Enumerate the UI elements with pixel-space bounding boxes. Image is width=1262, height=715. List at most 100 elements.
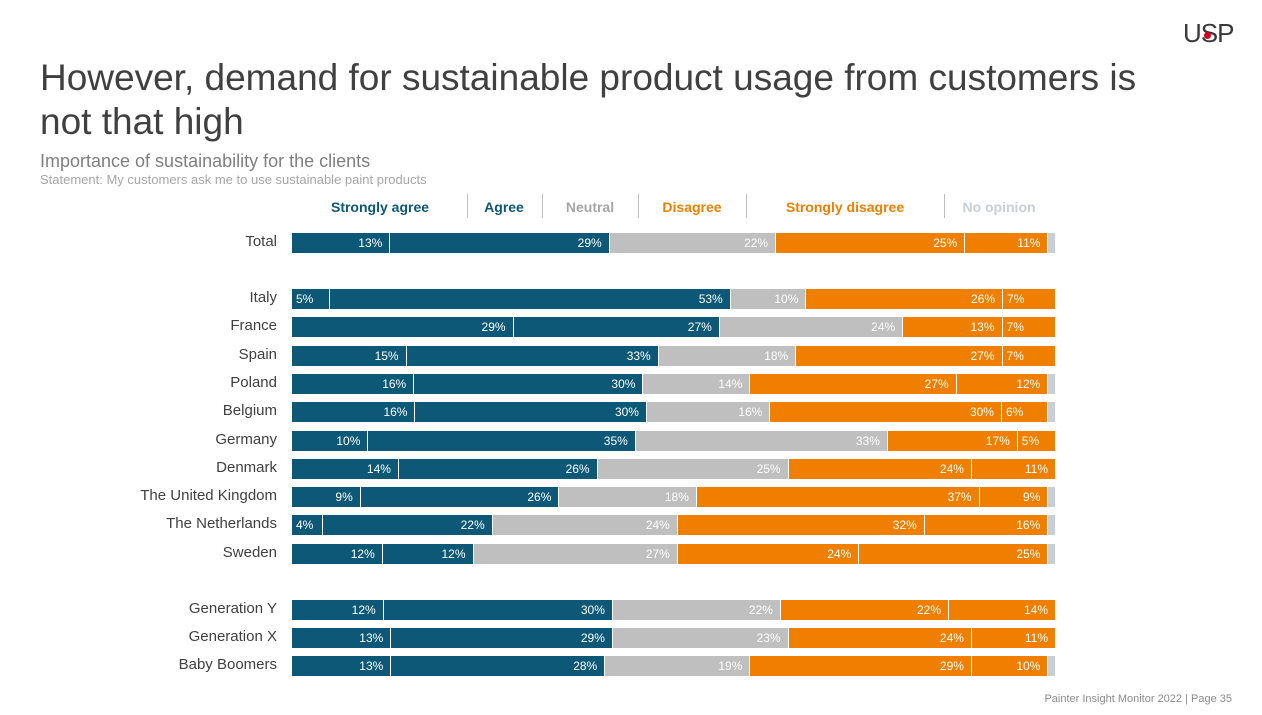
row-label: Generation X — [188, 628, 277, 645]
bar-segment-strongly-agree — [292, 374, 415, 394]
bar-segment-neutral — [597, 459, 789, 479]
bar-segment-disagree — [806, 289, 1004, 309]
bar-segment-no-opinion — [1048, 374, 1056, 394]
bar-segment-strongly-disagree — [1002, 346, 1056, 366]
data-label: 30% — [614, 405, 639, 419]
data-label: 5% — [1021, 434, 1040, 448]
data-label: 15% — [374, 349, 399, 363]
data-label: 24% — [871, 320, 896, 334]
bar-segment-disagree — [788, 459, 972, 479]
legend-separator — [467, 194, 468, 218]
data-label: 13% — [970, 320, 995, 334]
bar-segment-neutral — [646, 402, 771, 422]
row-label: The United Kingdom — [140, 487, 277, 504]
data-label: 25% — [756, 462, 781, 476]
page-footer: Painter Insight Monitor 2022 | Page 35 — [1044, 693, 1232, 705]
data-label: 24% — [827, 547, 852, 561]
data-label: 12% — [351, 603, 376, 617]
bar-segment-no-opinion — [1048, 402, 1056, 422]
chart-statement: Statement: My customers ask me to use su… — [40, 172, 427, 187]
data-label: 33% — [855, 434, 880, 448]
data-label: 12% — [350, 547, 375, 561]
logo-red-dot — [1204, 32, 1211, 39]
bar-segment-neutral — [658, 346, 797, 366]
bar-segment-neutral — [719, 317, 904, 337]
bar-segment-no-opinion — [1048, 656, 1056, 676]
row-label: Sweden — [222, 544, 277, 561]
bar-segment-agree — [398, 459, 598, 479]
data-label: 10% — [336, 434, 361, 448]
bar-segment-strongly-disagree — [1017, 431, 1056, 451]
legend-separator — [944, 194, 945, 218]
bar-segment-neutral — [635, 431, 888, 451]
bar-segment-strongly-agree — [292, 317, 514, 337]
bar-segment-strongly-agree — [292, 402, 416, 422]
bar-segment-disagree — [750, 656, 972, 676]
page-title: However, demand for sustainable product … — [40, 57, 1137, 142]
data-label: 24% — [645, 518, 670, 532]
data-label: 27% — [970, 349, 995, 363]
data-label: 13% — [359, 631, 384, 645]
data-label: 29% — [580, 631, 605, 645]
data-label: 5% — [296, 292, 314, 306]
bar-segment-neutral — [492, 515, 678, 535]
legend-separator — [746, 194, 747, 218]
bar-segment-neutral — [609, 233, 777, 253]
row-label: Total — [245, 233, 277, 250]
row-label: Italy — [249, 289, 277, 306]
bar-segment-neutral — [605, 656, 751, 676]
data-label: 17% — [985, 434, 1010, 448]
data-label: 7% — [1006, 320, 1024, 334]
data-label: 30% — [580, 603, 605, 617]
legend-strongly-agree: Strongly agree — [330, 199, 430, 215]
bar-segment-agree — [360, 487, 560, 507]
data-label: 33% — [626, 349, 651, 363]
data-label: 32% — [892, 518, 917, 532]
bar-segment-strongly-agree — [292, 289, 330, 309]
row-label: Belgium — [222, 402, 277, 419]
data-label: 22% — [748, 603, 773, 617]
bar-segment-strongly-disagree — [1003, 289, 1056, 309]
row-label: Poland — [230, 374, 277, 391]
data-label: 10% — [1016, 659, 1041, 673]
data-label: 11% — [1017, 236, 1041, 250]
bar-segment-strongly-disagree — [956, 374, 1049, 394]
bar-segment-agree — [415, 402, 647, 422]
data-label: 14% — [718, 377, 743, 391]
data-label: 9% — [335, 490, 353, 504]
data-label: 27% — [687, 320, 712, 334]
data-label: 9% — [1023, 490, 1041, 504]
data-label: 30% — [969, 405, 994, 419]
bar-segment-neutral — [643, 374, 751, 394]
data-label: 29% — [939, 659, 964, 673]
bar-segment-strongly-agree — [292, 600, 384, 620]
bar-segment-strongly-agree — [292, 431, 369, 451]
bar-segment-strongly-disagree — [971, 656, 1049, 676]
bar-segment-strongly-disagree — [1001, 402, 1049, 422]
data-label: 25% — [933, 236, 958, 250]
data-label: 24% — [939, 462, 964, 476]
row-label: Generation Y — [188, 600, 277, 617]
data-label: 16% — [382, 377, 407, 391]
bar-segment-agree — [414, 374, 644, 394]
data-label: 27% — [645, 547, 670, 561]
row-label: France — [230, 317, 277, 334]
bar-segment-neutral — [612, 628, 789, 648]
data-label: 11% — [1024, 462, 1048, 476]
bar-segment-agree — [391, 628, 613, 648]
legend-separator — [638, 194, 639, 218]
data-label: 7% — [1006, 349, 1024, 363]
bar-segment-no-opinion — [1048, 515, 1056, 535]
bar-segment-agree — [513, 317, 720, 337]
data-label: 18% — [764, 349, 789, 363]
bar-segment-disagree — [696, 487, 980, 507]
bar-segment-strongly-disagree — [965, 233, 1049, 253]
data-label: 27% — [924, 377, 949, 391]
bar-segment-strongly-agree — [292, 233, 391, 253]
chart-subtitle: Importance of sustainability for the cli… — [40, 151, 371, 171]
data-label: 16% — [1016, 518, 1041, 532]
bar-segment-disagree — [677, 515, 925, 535]
bar-segment-disagree — [788, 628, 972, 648]
bar-segment-agree — [391, 656, 606, 676]
row-label: The Netherlands — [166, 515, 277, 532]
